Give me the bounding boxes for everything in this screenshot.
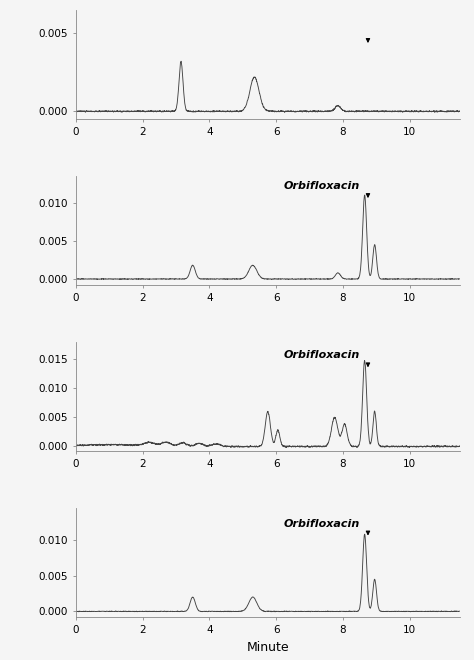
- Text: Orbifloxacin: Orbifloxacin: [283, 350, 360, 360]
- Text: Orbifloxacin: Orbifloxacin: [283, 519, 360, 529]
- Text: Orbifloxacin: Orbifloxacin: [283, 182, 360, 191]
- X-axis label: Minute: Minute: [246, 641, 289, 654]
